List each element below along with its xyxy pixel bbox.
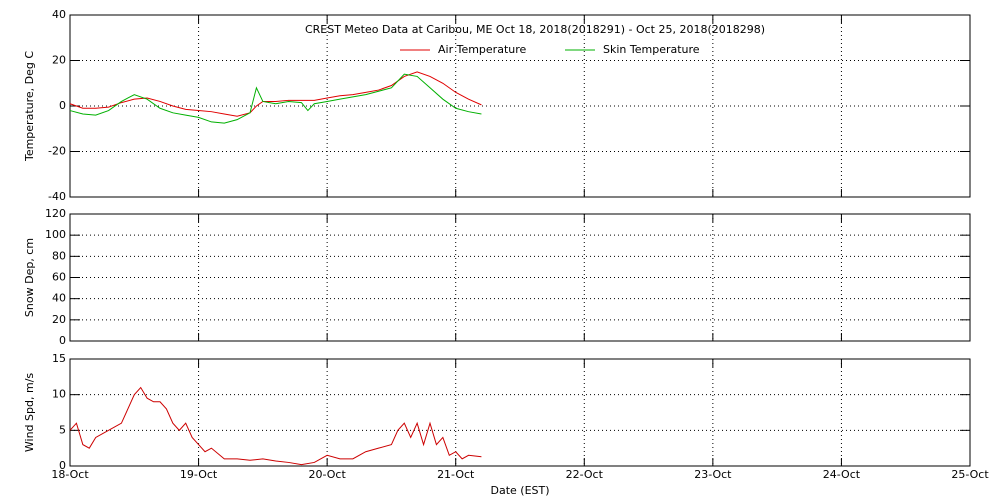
x-tick-label: 19-Oct <box>180 468 218 481</box>
y-tick-label: -40 <box>48 190 66 203</box>
y-axis-label: Temperature, Deg C <box>23 51 36 162</box>
y-tick-label: 0 <box>59 99 66 112</box>
x-tick-label: 25-Oct <box>951 468 989 481</box>
y-tick-label: 40 <box>52 8 66 21</box>
x-tick-label: 18-Oct <box>51 468 89 481</box>
legend-label: Skin Temperature <box>603 43 700 56</box>
x-tick-label: 23-Oct <box>694 468 732 481</box>
x-tick-label: 22-Oct <box>566 468 604 481</box>
y-axis-label: Wind Spd, m/s <box>23 373 36 453</box>
y-tick-label: 5 <box>59 423 66 436</box>
y-tick-label: 20 <box>52 54 66 67</box>
x-axis-label: Date (EST) <box>490 484 549 497</box>
y-axis-label: Snow Dep, cm <box>23 238 36 317</box>
data-line <box>69 73 482 124</box>
y-tick-label: 80 <box>52 249 66 262</box>
plot-frame <box>69 358 971 467</box>
x-tick-label: 21-Oct <box>437 468 475 481</box>
y-tick-label: 10 <box>52 388 66 401</box>
y-tick-label: 20 <box>52 313 66 326</box>
data-line <box>69 386 482 466</box>
y-tick-label: 60 <box>52 271 66 284</box>
legend-label: Air Temperature <box>438 43 527 56</box>
y-tick-label: 40 <box>52 292 66 305</box>
y-tick-label: 100 <box>45 228 66 241</box>
y-tick-label: 0 <box>59 459 66 472</box>
y-tick-label: 120 <box>45 207 66 220</box>
x-tick-label: 20-Oct <box>308 468 346 481</box>
y-tick-label: 15 <box>52 352 66 365</box>
x-tick-label: 24-Oct <box>823 468 861 481</box>
y-tick-label: -20 <box>48 145 66 158</box>
y-tick-label: 0 <box>59 334 66 347</box>
chart-title: CREST Meteo Data at Caribou, ME Oct 18, … <box>305 23 765 36</box>
